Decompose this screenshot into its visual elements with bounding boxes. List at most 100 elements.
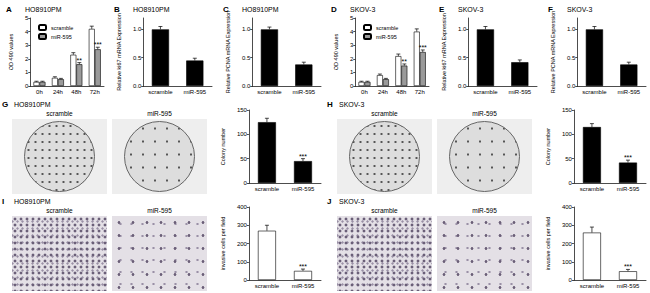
svg-text:scramble: scramble [148,89,173,95]
svg-text:Colony number: Colony number [220,128,226,165]
svg-text:**: ** [77,57,83,64]
svg-text:scramble: scramble [255,283,280,289]
svg-text:4: 4 [25,29,29,35]
svg-text:300: 300 [237,222,248,228]
svg-text:0h: 0h [36,89,43,95]
svg-text:invasive cells per field: invasive cells per field [545,217,551,271]
svg-text:OD 490 values: OD 490 values [333,34,339,71]
svg-text:miR-595: miR-595 [617,89,640,95]
svg-text:SKOV-3: SKOV-3 [458,6,483,13]
svg-text:100: 100 [562,131,573,137]
svg-text:5: 5 [25,15,29,21]
svg-text:2: 2 [350,56,354,62]
svg-text:24h: 24h [53,89,63,95]
svg-text:0: 0 [244,180,248,186]
svg-text:0.0: 0.0 [242,83,251,89]
svg-text:0.5: 0.5 [567,55,576,61]
svg-text:150: 150 [562,107,573,113]
svg-text:miR-595: miR-595 [51,34,72,40]
svg-text:1: 1 [350,69,354,75]
svg-text:1.0: 1.0 [133,26,142,32]
svg-text:miR-595: miR-595 [183,89,206,95]
svg-text:0: 0 [569,180,573,186]
svg-text:Relative PCNA mRNA Expression: Relative PCNA mRNA Expression [225,11,231,94]
svg-text:scramble: scramble [376,25,398,31]
svg-text:scramble: scramble [255,186,280,192]
svg-text:100: 100 [237,259,248,265]
svg-text:1.0: 1.0 [242,26,251,32]
svg-text:miR-595: miR-595 [617,283,640,289]
svg-text:400: 400 [237,204,248,210]
svg-text:miR-595: miR-595 [376,34,397,40]
svg-text:**: ** [402,58,408,65]
svg-text:scramble: scramble [257,89,282,95]
svg-text:F: F [548,5,553,14]
svg-text:Relative ki67 mRNA Expression: Relative ki67 mRNA Expression [116,13,122,91]
svg-text:scramble: scramble [580,283,605,289]
svg-text:0.0: 0.0 [567,83,576,89]
svg-text:***: *** [299,153,307,160]
svg-text:miR-595: miR-595 [508,89,531,95]
svg-text:SKOV-3: SKOV-3 [567,6,592,13]
svg-text:0.5: 0.5 [133,55,142,61]
svg-text:0.0: 0.0 [133,83,142,89]
svg-text:***: *** [299,263,307,270]
svg-text:1.0: 1.0 [567,26,576,32]
svg-text:scramble: scramble [473,89,498,95]
svg-text:***: *** [94,41,102,48]
svg-text:300: 300 [562,222,573,228]
svg-text:scramble: scramble [580,186,605,192]
svg-text:SKOV-3: SKOV-3 [350,6,375,13]
svg-text:4: 4 [350,29,354,35]
svg-text:0.5: 0.5 [458,55,467,61]
svg-text:miR-595: miR-595 [292,283,315,289]
svg-text:0: 0 [25,83,29,89]
svg-text:0: 0 [244,277,248,283]
svg-text:24h: 24h [378,89,388,95]
svg-text:C: C [223,5,229,14]
svg-text:***: *** [624,263,632,270]
svg-text:72h: 72h [415,89,425,95]
svg-text:2: 2 [25,56,29,62]
svg-text:D: D [331,5,337,14]
svg-text:72h: 72h [90,89,100,95]
svg-text:HO8910PM: HO8910PM [242,6,279,13]
svg-text:50: 50 [565,156,572,162]
svg-text:0h: 0h [361,89,368,95]
svg-text:A: A [6,5,12,14]
svg-text:***: *** [419,44,427,51]
svg-text:100: 100 [562,259,573,265]
svg-text:B: B [114,5,120,14]
svg-text:miR-595: miR-595 [292,186,315,192]
svg-text:50: 50 [240,156,247,162]
svg-text:48h: 48h [71,89,81,95]
svg-text:0.5: 0.5 [242,55,251,61]
svg-text:HO8910PM: HO8910PM [133,6,170,13]
svg-text:miR-595: miR-595 [617,186,640,192]
svg-text:1: 1 [25,69,29,75]
svg-text:OD 490 values: OD 490 values [8,34,14,71]
svg-text:1.0: 1.0 [458,26,467,32]
svg-text:48h: 48h [396,89,406,95]
svg-text:HO8910PM: HO8910PM [25,6,62,13]
svg-text:400: 400 [562,204,573,210]
svg-text:3: 3 [25,42,29,48]
svg-text:invasive cells per field: invasive cells per field [220,217,226,271]
svg-text:3: 3 [350,42,354,48]
svg-text:5: 5 [350,15,354,21]
svg-text:0.0: 0.0 [458,83,467,89]
svg-text:Colony number: Colony number [545,128,551,165]
svg-text:***: *** [624,154,632,161]
svg-text:0: 0 [569,277,573,283]
svg-text:scramble: scramble [582,89,607,95]
svg-text:200: 200 [562,241,573,247]
svg-text:200: 200 [237,241,248,247]
svg-text:0: 0 [350,83,354,89]
svg-text:E: E [439,5,445,14]
svg-text:scramble: scramble [51,25,73,31]
svg-text:Relative PCNA mRNA Expression: Relative PCNA mRNA Expression [550,11,556,94]
svg-text:100: 100 [237,131,248,137]
svg-text:miR-595: miR-595 [292,89,315,95]
svg-text:Relative ki67 mRNA Expression: Relative ki67 mRNA Expression [441,13,447,91]
svg-text:150: 150 [237,107,248,113]
